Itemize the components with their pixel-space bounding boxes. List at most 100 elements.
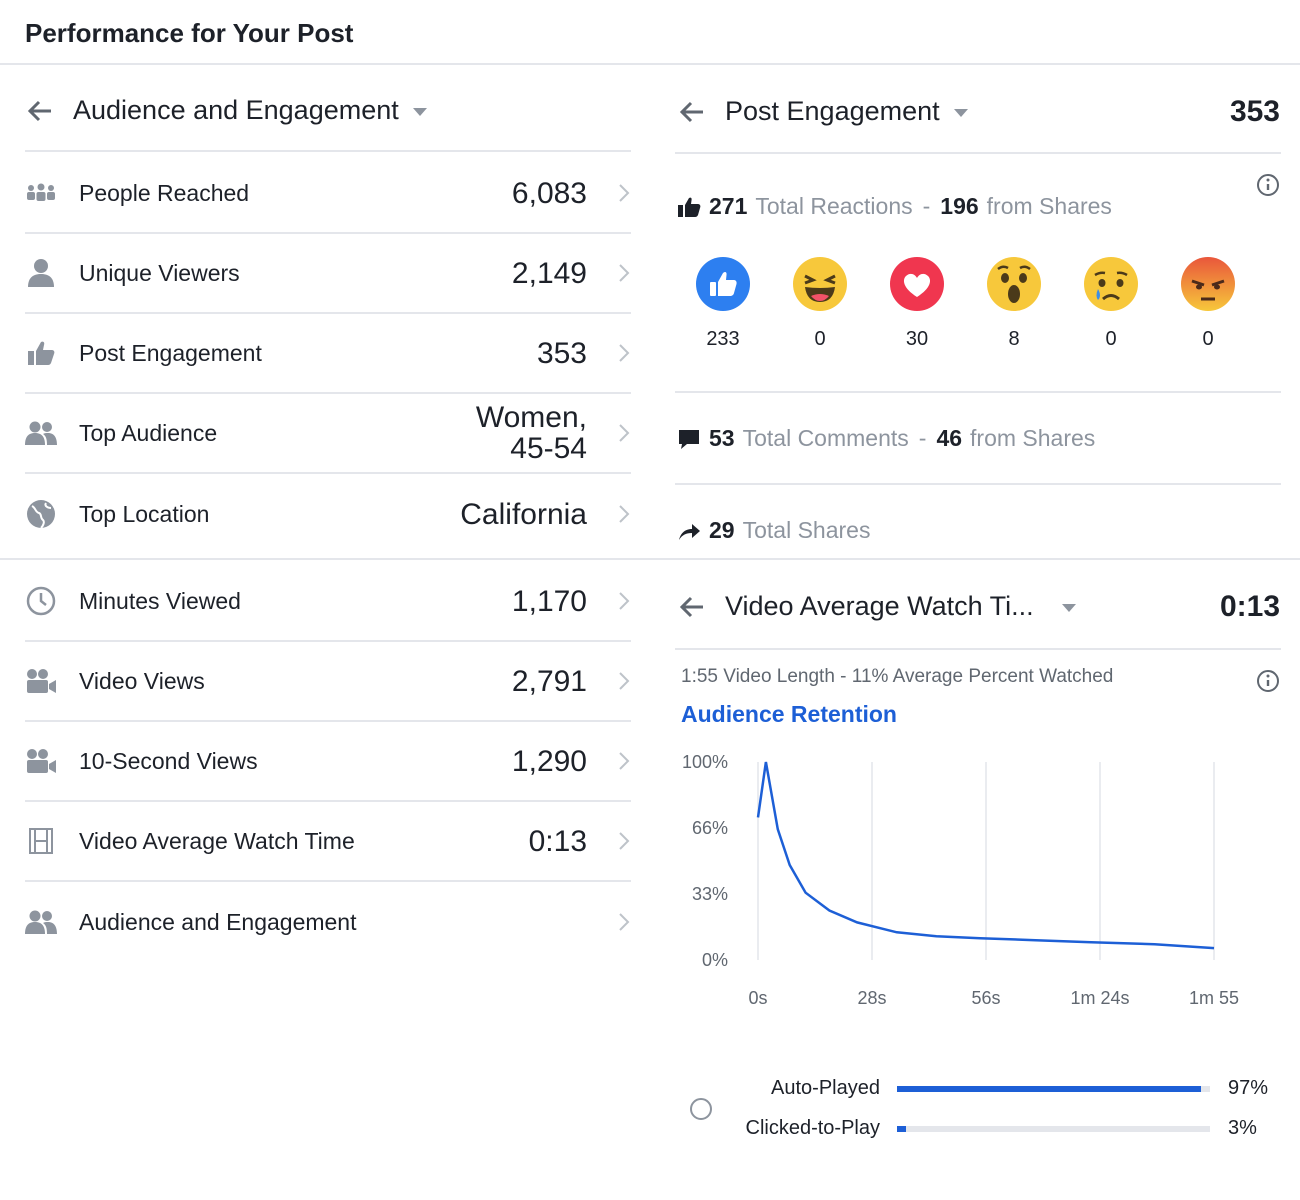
comments-shares-label: from Shares	[970, 425, 1096, 451]
video-camera-icon	[25, 745, 57, 777]
chevron-right-icon[interactable]	[617, 183, 631, 203]
chevron-down-icon[interactable]	[1061, 604, 1076, 612]
reaction-count: 0	[1105, 328, 1117, 350]
y-tick-label: 33%	[692, 884, 728, 904]
chevron-right-icon[interactable]	[617, 591, 631, 611]
row-value: 6,083	[511, 176, 587, 210]
watch-time-header[interactable]: Video Average Watch Ti...	[677, 591, 1076, 622]
reaction-like: 233	[695, 256, 751, 350]
row-label: Video Average Watch Time	[79, 827, 355, 854]
info-icon[interactable]	[1256, 173, 1280, 197]
post-engagement-title[interactable]: Post Engagement	[725, 96, 940, 126]
row-value: 2,791	[511, 664, 587, 698]
chevron-right-icon[interactable]	[617, 423, 631, 443]
clicked-bar-fill	[897, 1126, 907, 1132]
row-label: Post Engagement	[79, 339, 262, 366]
chevron-down-icon[interactable]	[953, 109, 968, 117]
reactions-divider	[675, 391, 1281, 393]
reaction-haha: 0	[792, 256, 848, 350]
reaction-angry: 0	[1180, 256, 1236, 350]
shares-count: 29	[709, 517, 735, 543]
row-top-audience[interactable]: Top Audience Women, 45-54	[25, 394, 631, 474]
back-arrow-icon[interactable]	[677, 592, 707, 622]
row-top-location[interactable]: Top Location California	[25, 474, 631, 554]
audience-engagement-title[interactable]: Audience and Engagement	[73, 95, 399, 125]
autoplay-percent: 97%	[1228, 1077, 1269, 1099]
x-tick-label: 1m 24s	[1070, 988, 1129, 1008]
comments-shares-count: 46	[936, 425, 963, 451]
back-arrow-icon[interactable]	[677, 97, 707, 127]
row-label: Top Audience	[79, 419, 218, 446]
watch-time-total: 0:13	[1219, 590, 1280, 623]
toggle-radio[interactable]	[690, 1098, 712, 1120]
reactions-count: 271	[709, 193, 748, 219]
row-value: 0:13	[528, 824, 587, 858]
film-icon	[25, 825, 57, 857]
comments-divider	[675, 483, 1281, 485]
audience-engagement-header[interactable]: Audience and Engagement	[25, 95, 427, 126]
chevron-right-icon[interactable]	[617, 263, 631, 283]
clicked-bar-track	[897, 1126, 1210, 1132]
info-icon[interactable]	[1256, 669, 1280, 693]
chevron-right-icon[interactable]	[617, 504, 631, 524]
row-value: 353	[536, 336, 587, 370]
share-arrow-icon	[679, 523, 700, 540]
audience-retention-title[interactable]: Audience Retention	[681, 701, 897, 727]
engagement-header-divider	[675, 152, 1281, 154]
autoplay-bar-track	[897, 1086, 1210, 1092]
thumbs-up-icon	[25, 337, 57, 369]
x-tick-label: 28s	[857, 988, 886, 1008]
reaction-count: 0	[814, 328, 826, 350]
chevron-right-icon[interactable]	[617, 671, 631, 691]
row-label: 10-Second Views	[79, 747, 258, 774]
row-value-line2: 45-54	[510, 432, 587, 465]
retention-line	[756, 761, 1215, 950]
row-post-engagement[interactable]: Post Engagement 353	[25, 314, 631, 394]
row-value-line1: Women,	[475, 401, 587, 434]
clicked-percent: 3%	[1228, 1117, 1257, 1139]
row-value: 1,170	[511, 584, 587, 618]
row-label: Audience and Engagement	[79, 908, 357, 935]
row-video-average-watch-time[interactable]: Video Average Watch Time 0:13	[25, 802, 631, 882]
people-reached-icon	[25, 177, 57, 209]
row-10-second-views[interactable]: 10-Second Views 1,290	[25, 722, 631, 802]
love-reaction-icon	[890, 257, 944, 311]
chevron-down-icon[interactable]	[412, 108, 427, 116]
y-tick-label: 0%	[702, 950, 728, 970]
haha-reaction-icon	[793, 257, 847, 311]
like-reaction-icon	[696, 257, 750, 311]
watch-header-divider	[675, 648, 1281, 650]
watch-time-title[interactable]: Video Average Watch Ti...	[725, 591, 1034, 621]
row-people-reached[interactable]: People Reached 6,083	[25, 154, 631, 234]
row-label: Unique Viewers	[79, 259, 240, 286]
comments-label: Total Comments	[742, 425, 909, 451]
reactions-label: Total Reactions	[755, 193, 913, 219]
row-unique-viewers[interactable]: Unique Viewers 2,149	[25, 234, 631, 314]
thumbs-up-icon	[678, 197, 701, 217]
person-icon	[25, 257, 57, 289]
row-value: 1,290	[511, 744, 587, 778]
autoplay-label: Auto-Played	[771, 1077, 880, 1099]
group-icon	[25, 417, 57, 449]
chevron-right-icon[interactable]	[617, 912, 631, 932]
group-icon	[25, 906, 57, 938]
reaction-count: 233	[706, 328, 740, 350]
row-minutes-viewed[interactable]: Minutes Viewed 1,170	[25, 562, 631, 642]
row-audience-engagement-link[interactable]: Audience and Engagement	[25, 882, 631, 962]
comments-count: 53	[709, 425, 735, 451]
reactions-summary: 271 Total Reactions - 196 from Shares	[677, 193, 1112, 220]
post-engagement-header[interactable]: Post Engagement	[677, 96, 968, 127]
chevron-right-icon[interactable]	[617, 751, 631, 771]
page-title: Performance for Your Post	[25, 18, 354, 48]
autoplay-bar-fill	[897, 1086, 1201, 1092]
wow-reaction-icon	[987, 257, 1041, 311]
chevron-right-icon[interactable]	[617, 831, 631, 851]
x-tick-label: 1m 55	[1189, 988, 1239, 1008]
reactions-shares-label: from Shares	[986, 193, 1112, 219]
comments-summary: 53 Total Comments - 46 from Shares	[677, 425, 1095, 452]
chevron-right-icon[interactable]	[617, 343, 631, 363]
back-arrow-icon[interactable]	[25, 96, 55, 126]
reaction-sad: 0	[1083, 256, 1139, 350]
row-video-views[interactable]: Video Views 2,791	[25, 642, 631, 722]
section-divider	[0, 558, 1300, 560]
